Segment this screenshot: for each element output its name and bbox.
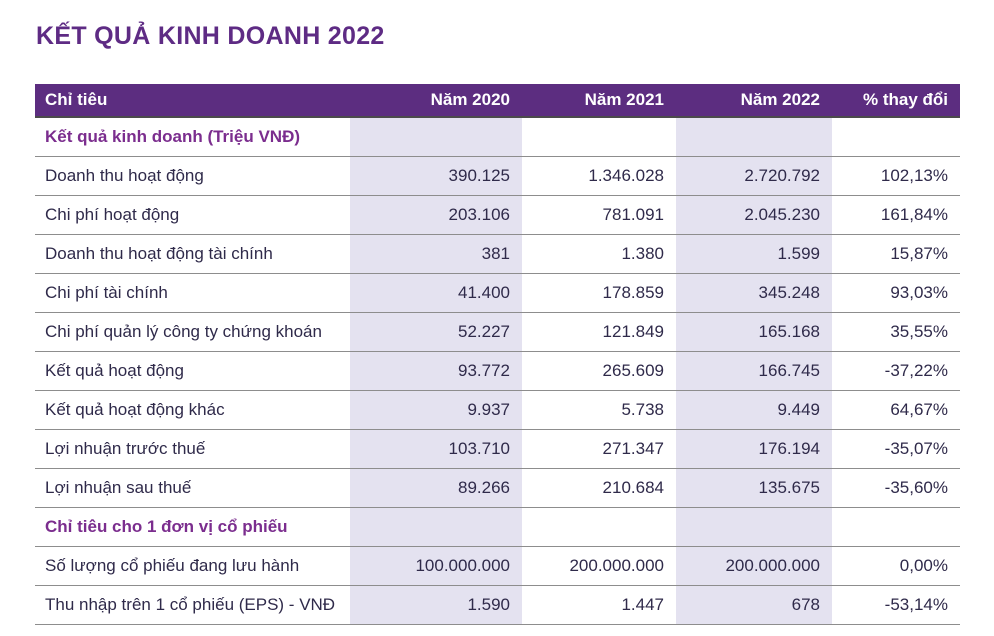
table-row-doanh-thu-hoat-dong: Doanh thu hoạt động 390.125 1.346.028 2.… — [35, 156, 960, 196]
cell-thay-doi: 161,84% — [832, 195, 960, 235]
row-label: Lợi nhuận trước thuế — [35, 429, 350, 469]
table-row-loi-nhuan-sau-thue: Lợi nhuận sau thuế 89.266 210.684 135.67… — [35, 468, 960, 508]
cell-nam-2022: 135.675 — [676, 468, 832, 508]
page-title: KẾT QUẢ KINH DOANH 2022 — [36, 22, 385, 50]
row-label: Kết quả hoạt động — [35, 351, 350, 391]
column-header-chi-tieu: Chỉ tiêu — [35, 84, 350, 118]
cell-nam-2020: 203.106 — [350, 195, 522, 235]
column-header-nam-2020: Năm 2020 — [350, 84, 522, 118]
row-label: Số lượng cổ phiếu đang lưu hành — [35, 546, 350, 586]
table-row-so-luong-co-phieu: Số lượng cổ phiếu đang lưu hành 100.000.… — [35, 546, 960, 586]
row-label: Chi phí tài chính — [35, 273, 350, 313]
row-label: Doanh thu hoạt động — [35, 156, 350, 196]
section-row-chi-tieu-co-phieu: Chỉ tiêu cho 1 đơn vị cổ phiếu — [35, 507, 960, 547]
cell-nam-2021: 271.347 — [522, 429, 676, 469]
cell-nam-2021: 210.684 — [522, 468, 676, 508]
cell-thay-doi — [832, 117, 960, 157]
row-label: Chi phí quản lý công ty chứng khoán — [35, 312, 350, 352]
table-row-chi-phi-hoat-dong: Chi phí hoạt động 203.106 781.091 2.045.… — [35, 195, 960, 235]
row-label: Thu nhập trên 1 cổ phiếu (EPS) - VNĐ — [35, 585, 350, 625]
cell-nam-2022: 200.000.000 — [676, 546, 832, 586]
cell-thay-doi — [832, 507, 960, 547]
cell-nam-2021 — [522, 117, 676, 157]
table-header-row: Chỉ tiêu Năm 2020 Năm 2021 Năm 2022 % th… — [35, 84, 960, 118]
cell-nam-2020: 9.937 — [350, 390, 522, 430]
cell-thay-doi: 93,03% — [832, 273, 960, 313]
cell-nam-2022 — [676, 117, 832, 157]
cell-nam-2020: 390.125 — [350, 156, 522, 196]
table-row-doanh-thu-tai-chinh: Doanh thu hoạt động tài chính 381 1.380 … — [35, 234, 960, 274]
cell-nam-2021: 200.000.000 — [522, 546, 676, 586]
cell-nam-2020: 103.710 — [350, 429, 522, 469]
cell-thay-doi: -35,07% — [832, 429, 960, 469]
cell-nam-2020: 381 — [350, 234, 522, 274]
column-header-nam-2021: Năm 2021 — [522, 84, 676, 118]
cell-nam-2021: 1.447 — [522, 585, 676, 625]
cell-nam-2022 — [676, 507, 832, 547]
cell-nam-2020: 41.400 — [350, 273, 522, 313]
financial-results-table: Chỉ tiêu Năm 2020 Năm 2021 Năm 2022 % th… — [35, 84, 960, 625]
section-label: Chỉ tiêu cho 1 đơn vị cổ phiếu — [35, 507, 350, 547]
cell-thay-doi: -37,22% — [832, 351, 960, 391]
cell-nam-2020: 1.590 — [350, 585, 522, 625]
cell-nam-2022: 345.248 — [676, 273, 832, 313]
cell-nam-2021: 781.091 — [522, 195, 676, 235]
row-label: Doanh thu hoạt động tài chính — [35, 234, 350, 274]
table-row-ket-qua-hoat-dong: Kết quả hoạt động 93.772 265.609 166.745… — [35, 351, 960, 391]
cell-nam-2022: 176.194 — [676, 429, 832, 469]
table-row-ket-qua-hoat-dong-khac: Kết quả hoạt động khác 9.937 5.738 9.449… — [35, 390, 960, 430]
cell-nam-2020: 52.227 — [350, 312, 522, 352]
cell-thay-doi: 102,13% — [832, 156, 960, 196]
cell-nam-2021: 265.609 — [522, 351, 676, 391]
cell-thay-doi: 0,00% — [832, 546, 960, 586]
table-row-eps: Thu nhập trên 1 cổ phiếu (EPS) - VNĐ 1.5… — [35, 585, 960, 625]
cell-nam-2021 — [522, 507, 676, 547]
section-row-ket-qua-kinh-doanh: Kết quả kinh doanh (Triệu VNĐ) — [35, 117, 960, 157]
column-header-nam-2022: Năm 2022 — [676, 84, 832, 118]
cell-nam-2020 — [350, 117, 522, 157]
cell-nam-2020: 93.772 — [350, 351, 522, 391]
cell-nam-2020 — [350, 507, 522, 547]
table-row-loi-nhuan-truoc-thue: Lợi nhuận trước thuế 103.710 271.347 176… — [35, 429, 960, 469]
row-label: Kết quả hoạt động khác — [35, 390, 350, 430]
cell-nam-2020: 89.266 — [350, 468, 522, 508]
cell-nam-2022: 1.599 — [676, 234, 832, 274]
cell-nam-2022: 2.045.230 — [676, 195, 832, 235]
table-row-chi-phi-tai-chinh: Chi phí tài chính 41.400 178.859 345.248… — [35, 273, 960, 313]
cell-thay-doi: 35,55% — [832, 312, 960, 352]
cell-nam-2022: 9.449 — [676, 390, 832, 430]
cell-nam-2021: 1.346.028 — [522, 156, 676, 196]
section-label: Kết quả kinh doanh (Triệu VNĐ) — [35, 117, 350, 157]
cell-nam-2021: 5.738 — [522, 390, 676, 430]
cell-thay-doi: 15,87% — [832, 234, 960, 274]
cell-thay-doi: 64,67% — [832, 390, 960, 430]
cell-nam-2020: 100.000.000 — [350, 546, 522, 586]
cell-nam-2021: 121.849 — [522, 312, 676, 352]
table-row-chi-phi-quan-ly: Chi phí quản lý công ty chứng khoán 52.2… — [35, 312, 960, 352]
cell-nam-2022: 2.720.792 — [676, 156, 832, 196]
cell-nam-2021: 178.859 — [522, 273, 676, 313]
cell-nam-2022: 678 — [676, 585, 832, 625]
cell-thay-doi: -53,14% — [832, 585, 960, 625]
cell-nam-2022: 165.168 — [676, 312, 832, 352]
column-header-thay-doi: % thay đổi — [832, 84, 960, 118]
cell-nam-2021: 1.380 — [522, 234, 676, 274]
row-label: Lợi nhuận sau thuế — [35, 468, 350, 508]
cell-nam-2022: 166.745 — [676, 351, 832, 391]
row-label: Chi phí hoạt động — [35, 195, 350, 235]
cell-thay-doi: -35,60% — [832, 468, 960, 508]
